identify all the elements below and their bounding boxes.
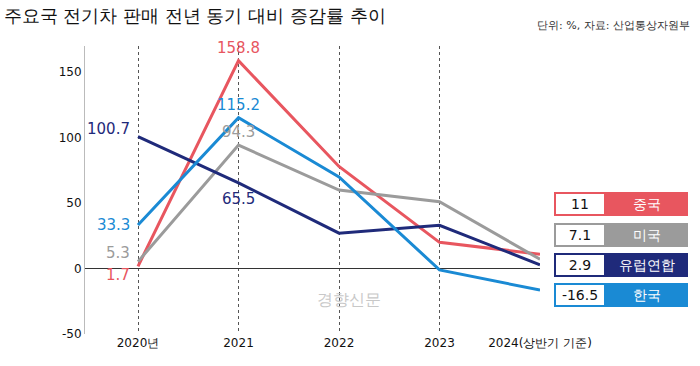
svg-text:1.7: 1.7: [106, 266, 130, 284]
svg-text:2022: 2022: [324, 336, 355, 350]
svg-text:0: 0: [74, 262, 82, 276]
svg-text:50: 50: [66, 196, 81, 210]
svg-text:중국: 중국: [633, 196, 661, 212]
svg-text:미국: 미국: [633, 227, 661, 243]
svg-text:11: 11: [571, 196, 589, 212]
svg-text:100.7: 100.7: [87, 120, 130, 138]
svg-text:94.3: 94.3: [222, 123, 255, 141]
svg-text:-16.5: -16.5: [562, 287, 598, 303]
svg-text:65.5: 65.5: [222, 190, 255, 208]
svg-text:5.3: 5.3: [106, 244, 130, 262]
svg-text:단위: %, 자료: 산업통상자원부: 단위: %, 자료: 산업통상자원부: [537, 19, 690, 32]
svg-text:2.9: 2.9: [569, 257, 591, 273]
svg-text:한국: 한국: [633, 287, 661, 303]
svg-text:2021: 2021: [223, 336, 254, 350]
svg-text:115.2: 115.2: [217, 96, 260, 114]
svg-text:2020년: 2020년: [117, 336, 160, 350]
svg-text:경향신문: 경향신문: [317, 290, 381, 309]
svg-text:주요국 전기차 판매 전년 동기 대비 증감률 추이: 주요국 전기차 판매 전년 동기 대비 증감률 추이: [4, 5, 386, 26]
svg-text:2024(상반기 기준): 2024(상반기 기준): [488, 336, 592, 350]
svg-text:-50: -50: [62, 327, 82, 341]
svg-text:100: 100: [59, 131, 82, 145]
svg-text:150: 150: [59, 65, 82, 79]
svg-text:7.1: 7.1: [569, 227, 591, 243]
svg-text:33.3: 33.3: [97, 216, 130, 234]
svg-text:2023: 2023: [424, 336, 455, 350]
svg-text:유럽연합: 유럽연합: [619, 257, 675, 273]
svg-text:158.8: 158.8: [217, 39, 260, 57]
